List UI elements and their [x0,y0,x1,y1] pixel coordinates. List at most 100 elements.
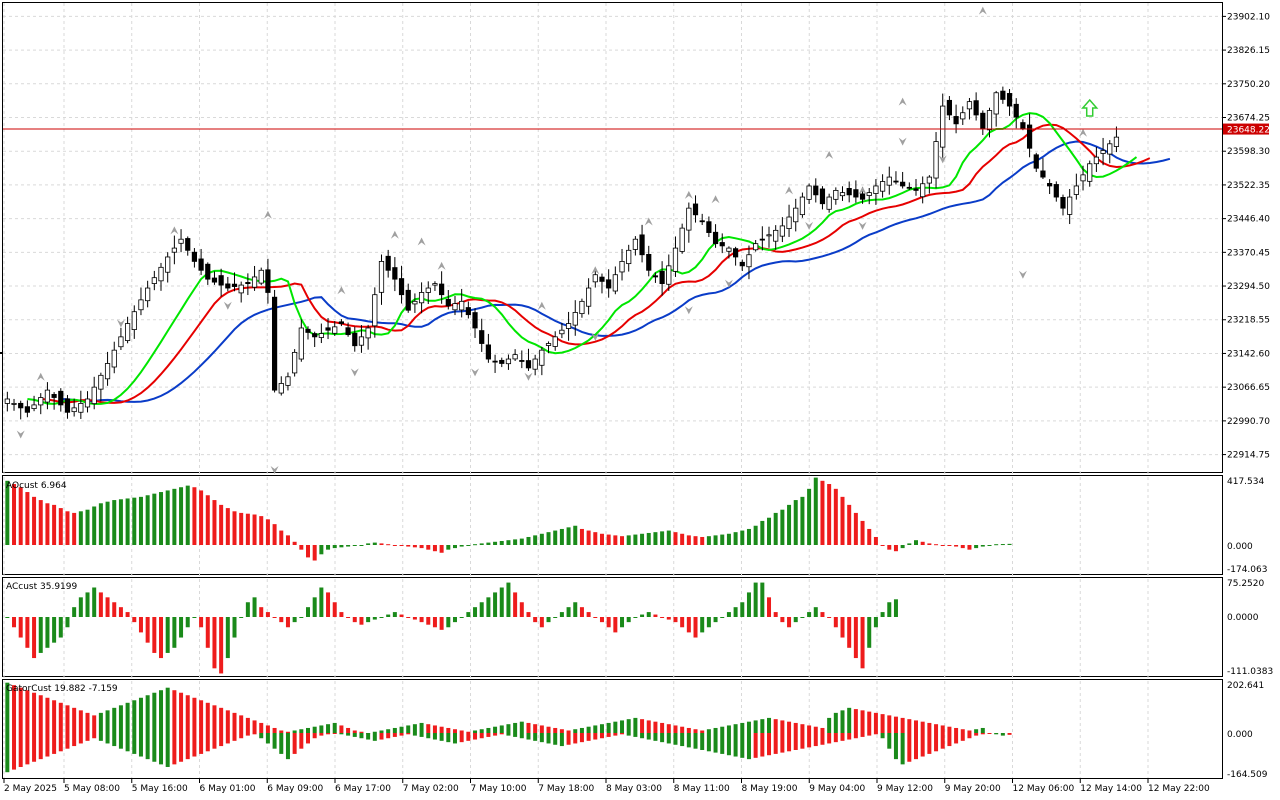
candle[interactable] [145,280,151,308]
candle[interactable] [679,223,685,254]
candle[interactable] [719,233,725,254]
candle[interactable] [138,287,144,316]
candle[interactable] [31,395,37,412]
candle[interactable] [71,398,77,417]
ao-panel[interactable] [2,475,1223,575]
candle[interactable] [606,269,612,298]
candle[interactable] [165,252,171,283]
candle[interactable] [833,187,839,205]
candle[interactable] [726,246,732,259]
candle[interactable] [592,269,598,288]
candle[interactable] [472,308,478,338]
candle[interactable] [439,271,445,304]
candle[interactable] [913,179,919,196]
candle[interactable] [378,254,385,305]
candle[interactable] [532,354,538,376]
candle[interactable] [505,354,512,370]
candle[interactable] [1047,179,1053,195]
candle[interactable] [886,166,892,195]
candle[interactable] [1113,126,1120,153]
price-panel[interactable] [2,2,1223,473]
candle[interactable] [599,273,605,294]
candle[interactable] [819,186,826,210]
candle[interactable] [779,217,785,243]
candle[interactable] [111,341,117,374]
candle[interactable] [405,283,411,313]
candle[interactable] [1013,98,1019,129]
candle[interactable] [98,372,104,402]
candle[interactable] [352,326,358,352]
candle[interactable] [44,382,51,410]
candle[interactable] [225,276,231,292]
candle[interactable] [392,257,398,292]
candle[interactable] [338,319,345,327]
candle[interactable] [492,354,498,373]
candle[interactable] [666,254,672,291]
candle[interactable] [619,248,625,281]
candle[interactable] [358,325,365,353]
candle[interactable] [699,213,705,225]
candle[interactable] [639,224,645,263]
candle[interactable] [632,236,638,256]
candle[interactable] [131,305,137,339]
candle[interactable] [1020,119,1026,131]
candle[interactable] [198,248,204,276]
candle[interactable] [773,225,779,250]
candle[interactable] [365,324,371,350]
candle[interactable] [733,246,739,266]
candle[interactable] [579,298,585,318]
candle[interactable] [692,195,699,223]
candle[interactable] [238,281,244,303]
candle[interactable] [626,244,632,272]
candle[interactable] [973,92,979,121]
candle[interactable] [271,289,278,393]
candle[interactable] [78,390,84,419]
candle[interactable] [552,331,558,351]
candle[interactable] [332,321,338,336]
candle[interactable] [412,293,418,313]
candle[interactable] [659,261,665,296]
candle[interactable] [285,372,291,391]
candle[interactable] [873,179,879,205]
candle[interactable] [993,90,999,127]
candle[interactable] [445,290,451,310]
candle[interactable] [385,249,391,278]
candle[interactable] [318,323,324,344]
candle[interactable] [104,351,111,386]
candle[interactable] [64,394,71,419]
candle[interactable] [746,245,752,280]
candle[interactable] [298,319,304,362]
candle[interactable] [372,287,378,338]
candle[interactable] [539,346,545,376]
candle[interactable] [245,273,251,296]
candle[interactable] [893,171,899,185]
candle[interactable] [231,272,238,292]
candle[interactable] [1000,86,1006,104]
candle[interactable] [612,266,618,295]
candle[interactable] [1060,194,1066,216]
candle[interactable] [499,357,505,368]
candle[interactable] [18,400,24,420]
candle[interactable] [565,311,572,341]
candle[interactable] [572,300,578,336]
candle[interactable] [920,176,926,204]
candle[interactable] [1087,160,1093,187]
candle[interactable] [712,224,719,248]
candle[interactable] [806,183,812,205]
candle[interactable] [158,262,164,291]
gator-panel[interactable] [2,679,1223,779]
candle[interactable] [866,188,872,205]
candle[interactable] [900,171,906,189]
candle[interactable] [398,265,405,304]
candle[interactable] [91,376,97,410]
candle[interactable] [953,104,959,134]
candle[interactable] [793,198,799,232]
candle[interactable] [846,181,852,203]
candle[interactable] [739,259,745,272]
ac-panel[interactable] [2,577,1223,677]
candle[interactable] [652,272,659,283]
candle[interactable] [125,316,131,344]
candle[interactable] [278,376,284,396]
candle[interactable] [519,350,525,369]
candle[interactable] [4,391,10,412]
